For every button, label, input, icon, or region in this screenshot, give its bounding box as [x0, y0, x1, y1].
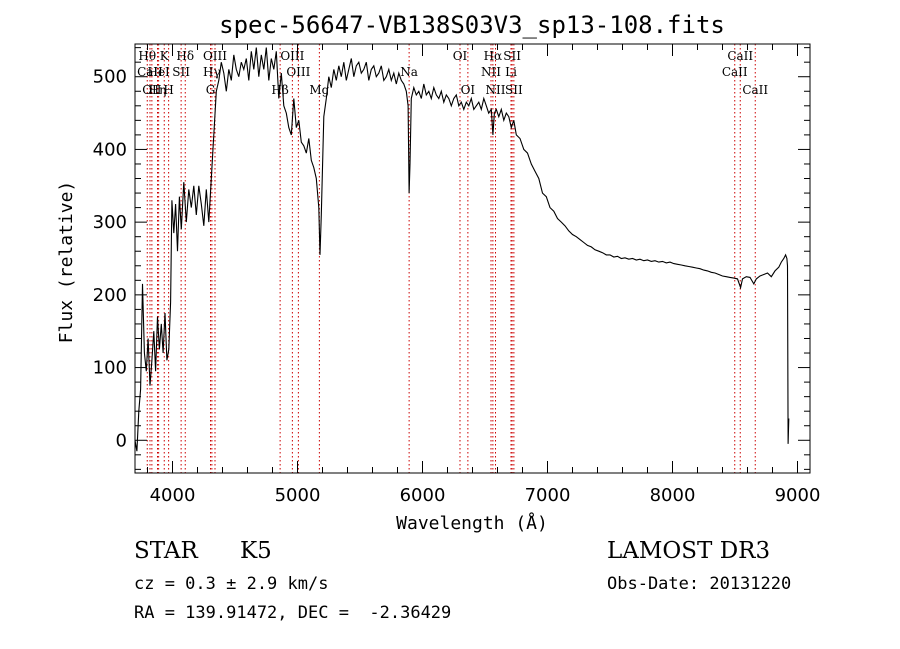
line-marker-label: CaII [722, 65, 748, 79]
line-marker-label: NII [481, 65, 501, 79]
redshift-cz: cz = 0.3 ± 2.9 km/s [134, 574, 329, 594]
chart-title: spec-56647-VB138S03V3_sp13-108.fits [219, 11, 725, 39]
line-marker-label: CaII [137, 65, 163, 79]
object-subclass: K5 [240, 538, 272, 564]
line-marker-label: G [206, 83, 216, 97]
y-tick-label: 200 [93, 285, 127, 306]
line-marker-label: OIII [203, 49, 227, 63]
x-tick-label: 5000 [275, 485, 321, 506]
line-marker-label: HeI [147, 65, 170, 79]
line-marker-label: H [163, 83, 173, 97]
line-marker-label: SII [503, 49, 521, 63]
line-marker-label: OI [461, 83, 476, 97]
line-marker-label: Hγ [203, 65, 221, 79]
line-marker-label: OII [142, 83, 162, 97]
line-marker-label: Hβ [271, 83, 288, 97]
line-marker-label: K [160, 49, 170, 63]
y-tick-label: 500 [93, 67, 127, 88]
x-tick-label: 9000 [775, 485, 821, 506]
x-tick-label: 7000 [525, 485, 571, 506]
x-tick-label: 4000 [150, 485, 196, 506]
spectrum-series-line [134, 47, 790, 452]
line-marker-label: OIII [280, 49, 304, 63]
line-marker-label: Na [400, 65, 418, 79]
y-tick-label: 100 [93, 358, 127, 379]
y-tick-label: 400 [93, 139, 127, 160]
x-tick-label: 8000 [650, 485, 696, 506]
object-class: STAR [134, 538, 198, 564]
y-tick-label: 300 [93, 212, 127, 233]
line-marker-lines [146, 44, 756, 473]
line-marker-label: NII [486, 83, 506, 97]
observation-date: Obs-Date: 20131220 [607, 574, 792, 594]
line-marker-label: SII [505, 83, 523, 97]
line-marker-label: Hθ [138, 49, 156, 63]
coordinates: RA = 139.91472, DEC = -2.36429 [134, 603, 452, 623]
line-marker-label: OI [453, 49, 468, 63]
axis-ticks: 4000 5000 6000 7000 8000 9000 0 100 200 300 400 500 [93, 44, 821, 506]
y-axis-label: Flux (relative) [56, 181, 77, 344]
survey-name: LAMOST DR3 [607, 538, 771, 564]
line-marker-label: Li [505, 65, 517, 79]
x-tick-label: 6000 [400, 485, 446, 506]
line-marker-label: Mg [309, 83, 329, 97]
line-marker-label: Hδ [176, 49, 194, 63]
line-marker-label: CaII [727, 49, 753, 63]
line-marker-label: CaII [742, 83, 768, 97]
plot-frame [134, 43, 811, 474]
y-tick-label: 0 [116, 430, 127, 451]
line-marker-label: OIII [286, 65, 310, 79]
x-axis-label: Wavelength (Å) [396, 512, 548, 534]
line-marker-label: Hη [149, 83, 167, 97]
line-marker-label: SII [172, 65, 190, 79]
line-marker-label: Hα [484, 49, 503, 63]
